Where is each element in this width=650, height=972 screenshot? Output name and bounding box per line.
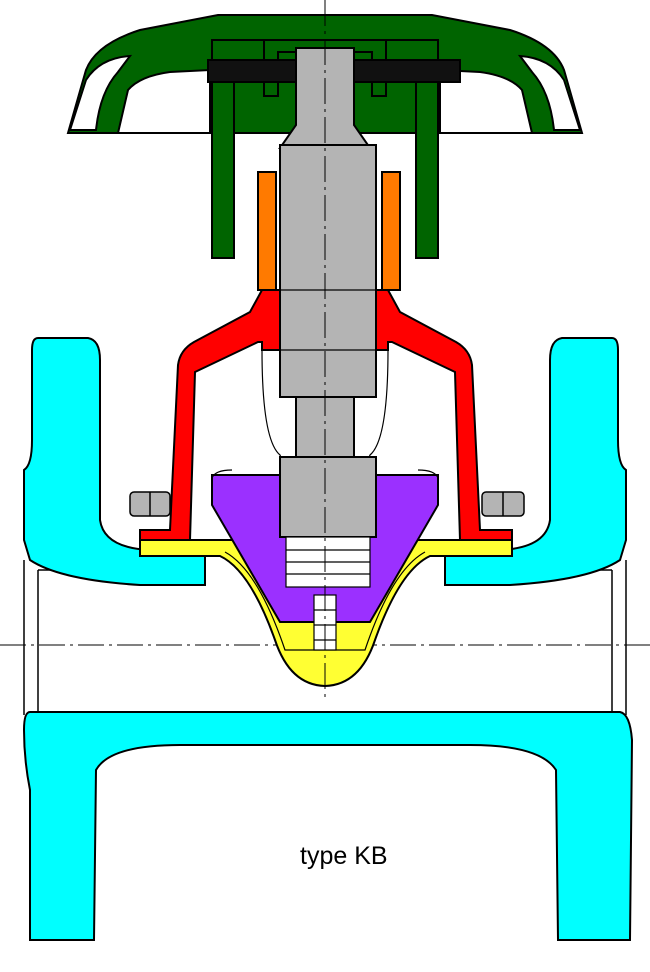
spindle-shaft-upper bbox=[279, 144, 377, 398]
body-lower bbox=[22, 711, 634, 941]
handwheel-highlight-left bbox=[68, 54, 133, 131]
body-left-upper bbox=[23, 337, 206, 586]
body-right-upper bbox=[444, 337, 627, 586]
handwheel-highlight-right bbox=[517, 54, 582, 131]
bonnet-inner-outline bbox=[211, 349, 439, 479]
valve-type-label: type KB bbox=[300, 842, 388, 870]
handwheel bbox=[66, 14, 584, 259]
spindle-thread bbox=[285, 536, 371, 588]
bolts-nuts bbox=[129, 491, 525, 517]
spindle-nut bbox=[279, 456, 377, 538]
spindle-bushing bbox=[257, 171, 401, 291]
valve-body bbox=[22, 337, 634, 941]
spindle bbox=[278, 47, 377, 588]
handwheel-inner-left bbox=[116, 68, 211, 134]
